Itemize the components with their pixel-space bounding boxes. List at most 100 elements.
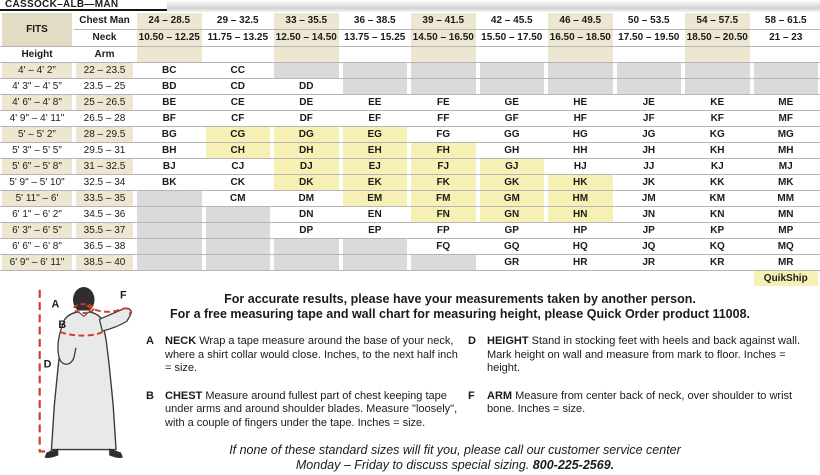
size-na-cell <box>614 78 683 95</box>
size-na-cell <box>409 78 478 95</box>
size-code-cell-DH: DH <box>272 142 341 159</box>
header-spacer-cell <box>477 46 546 63</box>
size-code-cell-CM: CM <box>203 190 272 207</box>
left-foot <box>44 448 59 458</box>
size-na-cell <box>683 62 752 79</box>
size-code-cell-JF: JF <box>614 110 683 127</box>
size-code-cell-GF: GF <box>477 110 546 127</box>
header-spacer-cell <box>683 46 752 63</box>
arm-range-cell: 36.5 – 38 <box>74 238 135 255</box>
height-label: Height <box>0 46 74 63</box>
arm-range-cell: 35.5 – 37 <box>74 222 135 239</box>
instruction-letter: A <box>146 335 154 347</box>
table-row: 6' 9" – 6' 11" 38.5 – 40 GR HR JR KR MR <box>0 254 820 271</box>
neck-label: Neck <box>74 29 135 47</box>
instruction-text: CHEST Measure around fullest part of che… <box>165 389 458 429</box>
size-code-cell-FN: FN <box>409 206 478 223</box>
size-code-cell-HP: HP <box>546 222 615 239</box>
size-code-cell-JE: JE <box>614 94 683 111</box>
instruction-letter: D <box>468 335 476 347</box>
size-code-cell-DN: DN <box>272 206 341 223</box>
size-na-cell <box>546 78 615 95</box>
height-range-cell: 4' – 4' 2" <box>0 62 74 79</box>
header-spacer-cell <box>614 46 683 63</box>
size-code-cell-JQ: JQ <box>614 238 683 255</box>
chest-range-cell: 50 – 53.5 <box>614 13 683 30</box>
size-code-cell-KN: KN <box>683 206 752 223</box>
size-code-cell-BJ: BJ <box>135 158 204 175</box>
special-sizing-note: If none of these standard sizes will fit… <box>90 443 820 473</box>
size-code-cell-EK: EK <box>340 174 409 191</box>
arm-measure-line <box>86 304 132 316</box>
header-spacer-cell <box>409 46 478 63</box>
size-code-cell-MK: MK <box>751 174 820 191</box>
size-code-cell-HE: HE <box>546 94 615 111</box>
size-na-cell <box>340 78 409 95</box>
instruction-item-arm: F ARM Measure from center back of neck, o… <box>468 390 814 431</box>
table-row: 5' 6" – 5' 8" 31 – 32.5 BJ CJ DJ EJ FJ GJ HJ JJ KJ… <box>0 158 820 175</box>
size-code-cell-HM: HM <box>546 190 615 207</box>
size-code-cell-FG: FG <box>409 126 478 143</box>
size-code-cell-MN: MN <box>751 206 820 223</box>
size-code-cell-DM: DM <box>272 190 341 207</box>
neck-range-cell: 10.50 – 12.25 <box>135 29 204 47</box>
size-na-cell <box>272 238 341 255</box>
footer-line-2-text: Monday – Friday to discuss special sizin… <box>295 458 530 472</box>
size-code-cell-KJ: KJ <box>683 158 752 175</box>
size-code-cell-GG: GG <box>477 126 546 143</box>
size-na-cell <box>409 62 478 79</box>
size-na-cell <box>135 254 204 271</box>
size-code-cell-EJ: EJ <box>340 158 409 175</box>
size-code-cell-ME: ME <box>751 94 820 111</box>
size-code-cell-CK: CK <box>203 174 272 191</box>
height-range-cell: 5' 9" – 5' 10" <box>0 174 74 191</box>
height-range-cell: 5' – 5' 2" <box>0 126 74 143</box>
phone-number: 800-225-2569. <box>532 458 615 472</box>
size-na-cell <box>340 238 409 255</box>
page-title: CASSOCK–ALB—MAN <box>0 0 167 11</box>
size-code-cell-FJ: FJ <box>409 158 478 175</box>
neck-range-cell: 17.50 – 19.50 <box>614 29 683 47</box>
instruction-item-neck: A NECK Wrap a tape measure around the bas… <box>146 335 462 376</box>
size-code-cell-KF: KF <box>683 110 752 127</box>
size-code-cell-MM: MM <box>751 190 820 207</box>
size-na-cell <box>477 62 546 79</box>
size-code-cell-BD: BD <box>135 78 204 95</box>
size-na-cell <box>203 222 272 239</box>
neck-range-cell: 21 – 23 <box>751 29 820 47</box>
height-range-cell: 4' 3" – 4' 5" <box>0 78 74 95</box>
size-code-cell-EF: EF <box>340 110 409 127</box>
instruction-letter: F <box>468 389 475 402</box>
arm-range-cell: 29.5 – 31 <box>74 142 135 159</box>
size-code-cell-BK: BK <box>135 174 204 191</box>
size-na-cell <box>272 62 341 79</box>
size-code-cell-HN: HN <box>546 206 615 223</box>
size-na-cell <box>340 62 409 79</box>
size-code-cell-DD: DD <box>272 78 341 95</box>
size-code-cell-MH: MH <box>751 142 820 159</box>
header-spacer-cell <box>272 46 341 63</box>
size-code-cell-BF: BF <box>135 110 204 127</box>
height-range-cell: 6' 3" – 6' 5" <box>0 222 74 239</box>
size-code-cell-BC: BC <box>135 62 204 79</box>
size-code-cell-JJ: JJ <box>614 158 683 175</box>
size-code-cell-DK: DK <box>272 174 341 191</box>
size-code-cell-CD: CD <box>203 78 272 95</box>
size-code-cell-FP: FP <box>409 222 478 239</box>
height-range-cell: 6' 9" – 6' 11" <box>0 254 74 271</box>
size-code-cell-EG: EG <box>340 126 409 143</box>
size-code-cell-KH: KH <box>683 142 752 159</box>
instruction-text: NECK Wrap a tape measure around the base… <box>165 335 458 374</box>
chest-range-cell: 36 – 38.5 <box>340 13 409 30</box>
size-code-cell-GQ: GQ <box>477 238 546 255</box>
size-na-cell <box>683 78 752 95</box>
size-na-cell <box>751 62 820 79</box>
size-code-cell-EE: EE <box>340 94 409 111</box>
size-chart-table: FITS Chest Man 24 – 28.5 29 – 32.5 33 – 35.5… <box>0 13 820 286</box>
table-row: 4' 3" – 4' 5" 23.5 – 25 BD CD DD <box>0 78 820 95</box>
header-spacer-cell <box>751 46 820 63</box>
size-code-cell-EM: EM <box>340 190 409 207</box>
table-row: 4' 6" – 4' 8" 25 – 26.5 BE CE DE EE FE GE HE JE KE… <box>0 94 820 111</box>
size-code-cell-MF: MF <box>751 110 820 127</box>
size-code-cell-GK: GK <box>477 174 546 191</box>
